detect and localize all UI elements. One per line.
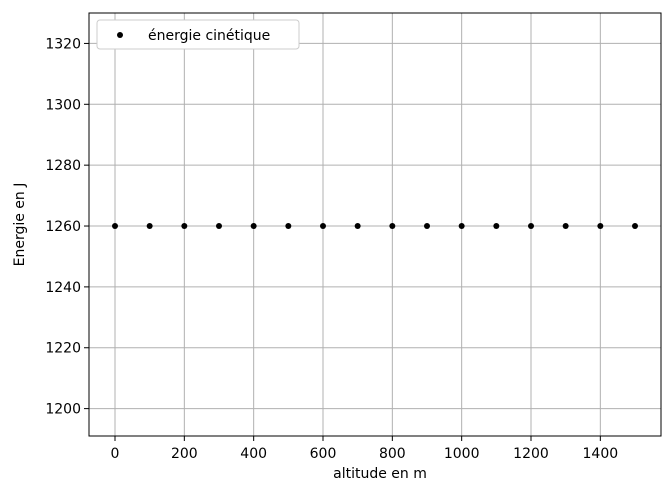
data-point — [285, 223, 292, 230]
y-tick-label: 1220 — [45, 341, 81, 357]
data-point — [146, 223, 153, 230]
y-tick-label: 1200 — [45, 402, 81, 418]
data-point — [354, 223, 361, 230]
data-point — [389, 223, 396, 230]
data-point — [250, 223, 257, 230]
data-point — [528, 223, 534, 230]
legend-marker — [117, 32, 123, 38]
data-point — [181, 223, 188, 230]
grid-lines — [89, 13, 661, 436]
y-axis-label: Energie en J — [12, 183, 28, 267]
data-point — [112, 223, 118, 230]
x-tick-label: 400 — [240, 446, 267, 462]
x-tick-label: 800 — [379, 446, 406, 462]
data-point — [562, 223, 569, 230]
data-point — [216, 223, 222, 230]
axis-ticks: 0 200 400 600 800 1000 1200 1400 1200 1220 1240 126… — [45, 36, 618, 462]
legend-box — [96, 19, 300, 50]
x-tick-label: 0 — [111, 446, 120, 462]
data-point — [597, 223, 604, 230]
data-points — [112, 223, 638, 230]
data-point — [424, 223, 430, 230]
legend: énergie cinétique — [96, 19, 300, 50]
y-tick-label: 1280 — [45, 158, 81, 174]
x-tick-label: 200 — [171, 446, 198, 462]
data-point — [493, 223, 500, 230]
y-tick-label: 1300 — [45, 97, 81, 113]
y-tick-label: 1320 — [45, 36, 81, 52]
data-point — [632, 223, 638, 230]
data-point — [320, 223, 326, 230]
x-tick-label: 1400 — [583, 446, 619, 462]
data-point — [458, 223, 465, 230]
plot-frame — [88, 12, 662, 437]
x-tick-label: 1200 — [513, 446, 549, 462]
x-tick-label: 600 — [310, 446, 337, 462]
y-tick-label: 1260 — [45, 219, 81, 235]
x-axis-label: altitude en m — [333, 466, 427, 482]
legend-label: énergie cinétique — [148, 28, 270, 44]
y-tick-label: 1240 — [45, 280, 81, 296]
x-tick-label: 1000 — [444, 446, 480, 462]
